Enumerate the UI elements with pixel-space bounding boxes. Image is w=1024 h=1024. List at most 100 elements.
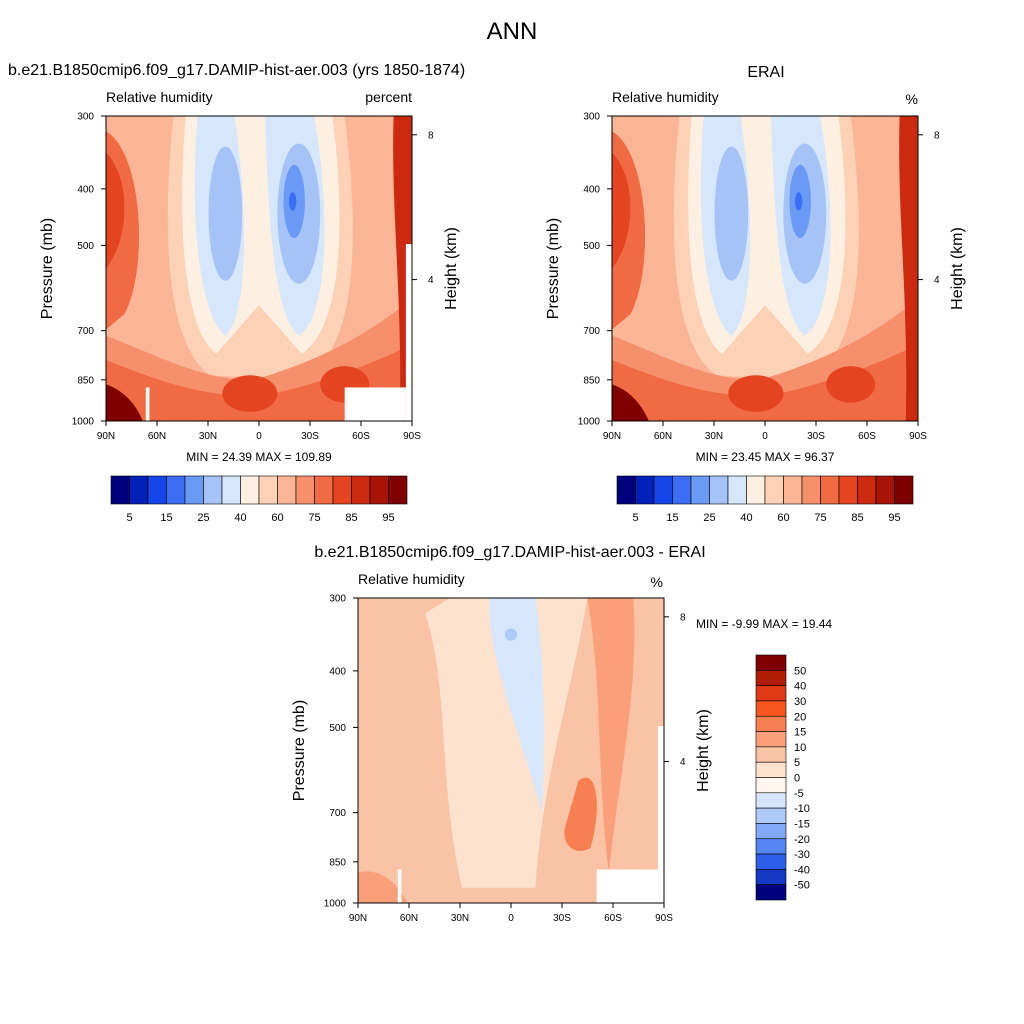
colorbar-swatch <box>184 475 204 505</box>
diff-colorbar-label: 0 <box>794 773 800 785</box>
colorbar-swatch <box>314 475 334 505</box>
x-tick-label: 60N <box>148 431 166 442</box>
colorbar-swatch <box>129 475 149 505</box>
colorbar-label: 15 <box>160 512 172 524</box>
diff-colorbar-label: 50 <box>794 665 806 677</box>
y-tick-label: 1000 <box>72 417 95 428</box>
colorbar-label: 75 <box>308 512 320 524</box>
colorbar-swatch <box>369 475 389 505</box>
y-tick-label: 400 <box>77 184 94 195</box>
y-tick-label: 500 <box>583 241 600 252</box>
x-tick-label: 30S <box>301 431 319 442</box>
colorbar-swatch <box>727 475 747 505</box>
y2-tick-label: 4 <box>428 275 434 286</box>
colorbar-swatch <box>635 475 655 505</box>
x-tick-label: 60S <box>604 913 622 924</box>
contour-fill-10-nh <box>358 871 407 903</box>
missing-data-greenland <box>397 869 402 903</box>
x-tick-label: 30N <box>705 431 723 442</box>
colorbar-swatch <box>820 475 840 505</box>
missing-data-antarctica <box>596 869 658 903</box>
contour-fill-90-nh <box>106 152 125 269</box>
panel2-case-title: ERAI <box>747 64 785 81</box>
colorbar-swatch <box>388 475 408 505</box>
y2-axis-label: Height (km) <box>443 227 460 310</box>
panel2-contours <box>612 116 918 421</box>
missing-data-edge <box>405 244 412 421</box>
y2-tick-label: 8 <box>934 130 940 141</box>
diff-colorbar-swatch <box>755 700 787 717</box>
colorbar-swatch <box>295 475 315 505</box>
diff-colorbar-swatch <box>755 838 787 855</box>
diff-colorbar-label: -5 <box>794 788 804 800</box>
x-tick-label: 60S <box>858 431 876 442</box>
colorbar-swatch <box>672 475 692 505</box>
panel3-min-max: MIN = -9.99 MAX = 19.44 <box>696 617 833 631</box>
colorbar-swatch <box>894 475 914 505</box>
contour-fill-90-nh <box>612 152 631 269</box>
panel1-contours <box>106 116 412 421</box>
y2-axis-label: Height (km) <box>695 709 712 792</box>
y-tick-label: 300 <box>583 112 600 123</box>
colorbar-label: 95 <box>382 512 394 524</box>
panel2-left-title: Relative humidity <box>612 89 719 105</box>
y-tick-label: 400 <box>583 184 600 195</box>
colorbar-swatch <box>351 475 371 505</box>
contour-fill-20 <box>288 192 297 211</box>
diff-colorbar-swatch <box>755 761 787 778</box>
contour-fill-30-nh <box>714 146 749 281</box>
colorbar-label: 5 <box>126 512 132 524</box>
contour-fill-85-bl <box>612 344 918 421</box>
colorbar-label: 25 <box>197 512 209 524</box>
colorbar-swatch <box>875 475 895 505</box>
diff-colorbar-swatch <box>755 654 787 671</box>
colorbar-label: 95 <box>888 512 900 524</box>
x-tick-label: 0 <box>508 913 514 924</box>
y-tick-label: 1000 <box>324 899 347 910</box>
diff-colorbar-label: 30 <box>794 696 806 708</box>
missing-data-edge <box>657 726 664 903</box>
diff-colorbar-label: -20 <box>794 834 810 846</box>
y2-axis-label: Height (km) <box>949 227 966 310</box>
panel3-right-title: % <box>650 574 663 590</box>
panel1-min-max: MIN = 24.39 MAX = 109.89 <box>186 450 332 464</box>
y-axis-label: Pressure (mb) <box>291 700 308 801</box>
colorbar-label: 75 <box>814 512 826 524</box>
diff-colorbar-label: 5 <box>794 757 800 769</box>
contour-fill-0-5 <box>425 598 588 888</box>
panel1-left-title: Relative humidity <box>106 89 213 105</box>
colorbar-label: 85 <box>345 512 357 524</box>
colorbar-swatch <box>258 475 278 505</box>
contour-fill-30-nh <box>208 146 243 281</box>
y-tick-label: 850 <box>77 375 94 386</box>
x-tick-label: 0 <box>256 431 262 442</box>
contour-fill-85-bl <box>106 344 412 421</box>
contour-fill-10-sh <box>587 598 635 873</box>
colorbar-swatch <box>746 475 766 505</box>
x-tick-label: 90S <box>909 431 927 442</box>
y2-tick-label: 8 <box>428 130 434 141</box>
panel3-left-title: Relative humidity <box>358 571 465 587</box>
colorbar-label: 25 <box>703 512 715 524</box>
colorbar-swatch <box>838 475 858 505</box>
colorbar-swatch <box>240 475 260 505</box>
colorbar-swatch <box>203 475 223 505</box>
colorbar-label: 85 <box>851 512 863 524</box>
diff-colorbar-swatch <box>755 792 787 809</box>
contour-fill-neg5-0 <box>489 598 545 812</box>
colorbar-label: 5 <box>632 512 638 524</box>
x-tick-label: 30N <box>451 913 469 924</box>
colorbar-swatch <box>857 475 877 505</box>
colorbar-swatch <box>332 475 352 505</box>
diff-colorbar-label: -10 <box>794 803 810 815</box>
diff-colorbar-label: 15 <box>794 727 806 739</box>
panel1-case-title: b.e21.B1850cmip6.f09_g17.DAMIP-hist-aer.… <box>8 62 466 79</box>
y2-tick-label: 8 <box>680 612 686 623</box>
diff-colorbar-label: -30 <box>794 849 810 861</box>
colorbar-swatch <box>690 475 710 505</box>
y-tick-label: 300 <box>329 594 346 605</box>
colorbar-label: 15 <box>666 512 678 524</box>
y-tick-label: 700 <box>329 808 346 819</box>
missing-data-greenland <box>145 387 150 421</box>
diff-colorbar-swatch <box>755 670 787 686</box>
